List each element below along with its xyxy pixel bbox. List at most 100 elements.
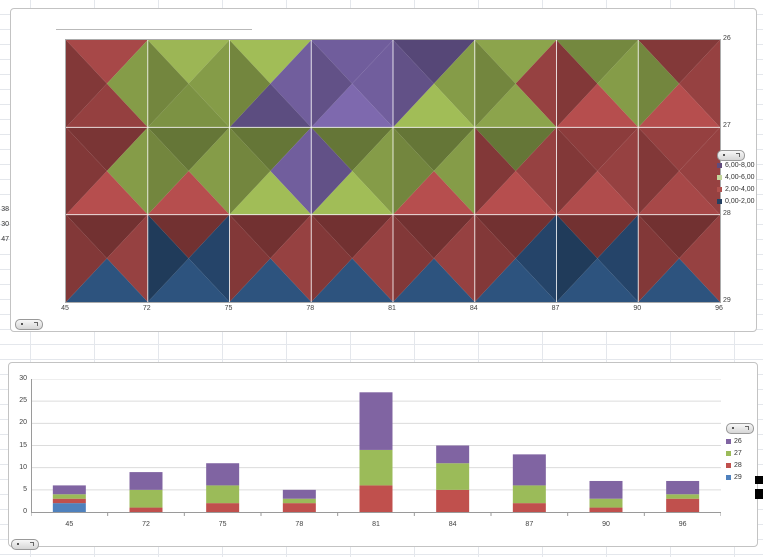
surface-facet[interactable] (229, 214, 271, 302)
stacked-bar-chart-object[interactable]: 0 5 10 15 20 25 30 45 72 75 78 81 84 87 90 96 26 27 28 29 (8, 362, 758, 550)
surface-facet[interactable] (638, 83, 720, 128)
surface-facet[interactable] (638, 40, 720, 84)
surface-facet[interactable] (66, 258, 148, 302)
bar-segment-26[interactable] (52, 485, 86, 495)
bar-segment-28[interactable] (206, 503, 240, 512)
legend-item[interactable]: 29 (726, 471, 742, 483)
surface-facet[interactable] (229, 40, 271, 128)
surface-facet[interactable] (393, 258, 475, 302)
surface-facet[interactable] (556, 127, 639, 171)
surface-facet[interactable] (433, 214, 475, 302)
surface-facet[interactable] (352, 214, 393, 302)
surface-facet[interactable] (679, 214, 720, 302)
surface-facet[interactable] (147, 214, 189, 302)
pill-control-icon[interactable] (11, 539, 39, 550)
legend-item[interactable]: 2,00-4,00 (717, 183, 755, 195)
bar-segment-28[interactable] (282, 503, 316, 512)
bar-segment-27[interactable] (436, 463, 470, 490)
surface-facet[interactable] (556, 214, 598, 302)
surface-facet[interactable] (474, 127, 557, 171)
surface-facet[interactable] (229, 127, 271, 215)
surface-facet[interactable] (270, 214, 312, 302)
bar-segment-26[interactable] (359, 392, 393, 450)
surface-facet[interactable] (229, 127, 312, 171)
surface-facet[interactable] (515, 127, 557, 215)
surface-facet[interactable] (474, 171, 557, 215)
surface-facet[interactable] (311, 40, 393, 84)
surface-facet[interactable] (393, 171, 475, 215)
surface-facet[interactable] (556, 214, 639, 259)
bar-segment-28[interactable] (666, 498, 700, 512)
surface-facet[interactable] (106, 40, 148, 128)
surface-chart-object[interactable]: 45 72 75 78 81 84 87 90 96 26 27 28 29 6,00-8,00 4,0… (10, 8, 757, 332)
surface-facet[interactable] (188, 127, 230, 215)
surface-facet[interactable] (638, 214, 680, 302)
surface-facet[interactable] (474, 40, 516, 128)
bar-segment-27[interactable] (282, 498, 316, 504)
surface-facet[interactable] (474, 214, 516, 302)
bar-segment-27[interactable] (52, 494, 86, 499)
surface-facet[interactable] (597, 214, 639, 302)
surface-facet[interactable] (393, 40, 475, 84)
surface-facet[interactable] (66, 214, 148, 259)
bar-segment-27[interactable] (589, 498, 623, 508)
surface-facet[interactable] (638, 214, 720, 259)
surface-facet[interactable] (147, 258, 230, 302)
surface-facet[interactable] (147, 171, 230, 215)
surface-facet[interactable] (474, 214, 557, 259)
surface-facet[interactable] (311, 40, 353, 128)
surface-facet[interactable] (474, 40, 557, 84)
surface-facet[interactable] (106, 127, 148, 215)
surface-facet[interactable] (66, 40, 148, 84)
surface-facet[interactable] (229, 171, 312, 215)
surface-facet[interactable] (393, 214, 475, 259)
bar-segment-26[interactable] (666, 480, 700, 495)
bar-segment-28[interactable] (52, 498, 86, 504)
surface-facet[interactable] (393, 83, 475, 128)
bar-canvas[interactable] (31, 379, 721, 520)
surface-facet[interactable] (66, 127, 107, 215)
pill-control-icon[interactable] (15, 319, 43, 330)
bar-segment-26[interactable] (436, 445, 470, 464)
surface-facet[interactable] (638, 171, 720, 215)
surface-facet[interactable] (556, 40, 598, 128)
bar-segment-26[interactable] (129, 472, 163, 490)
surface-facet[interactable] (147, 214, 230, 259)
surface-facet[interactable] (270, 127, 312, 215)
surface-facet[interactable] (393, 40, 434, 128)
bar-segment-26[interactable] (589, 480, 623, 499)
surface-facet[interactable] (147, 127, 230, 171)
surface-facet[interactable] (66, 40, 107, 128)
surface-canvas[interactable] (65, 39, 721, 303)
bar-segment-28[interactable] (436, 489, 470, 512)
bar-segment-28[interactable] (589, 507, 623, 512)
surface-legend[interactable]: 6,00-8,00 4,00-6,00 2,00-4,00 0,00-2,00 (717, 159, 755, 207)
bar-segment-28[interactable] (512, 503, 546, 512)
surface-facet[interactable] (188, 214, 230, 302)
surface-facet[interactable] (638, 127, 720, 171)
bar-segment-29[interactable] (52, 503, 86, 512)
bar-segment-26[interactable] (512, 454, 546, 486)
legend-item[interactable]: 27 (726, 447, 742, 459)
surface-facet[interactable] (66, 83, 148, 128)
pill-control-icon[interactable] (717, 150, 745, 161)
surface-facet[interactable] (66, 214, 107, 302)
surface-facet[interactable] (474, 258, 557, 302)
legend-item[interactable]: 0,00-2,00 (717, 195, 755, 207)
surface-facet[interactable] (106, 214, 148, 302)
surface-facet[interactable] (66, 171, 148, 215)
surface-facet[interactable] (311, 214, 393, 259)
surface-facet[interactable] (147, 83, 230, 128)
surface-facet[interactable] (147, 127, 189, 215)
bar-segment-27[interactable] (206, 485, 240, 504)
bar-segment-28[interactable] (129, 507, 163, 512)
surface-facet[interactable] (556, 127, 598, 215)
surface-facet[interactable] (638, 40, 680, 128)
surface-facet[interactable] (556, 258, 639, 302)
surface-facet[interactable] (474, 83, 557, 128)
legend-item[interactable]: 26 (726, 435, 742, 447)
surface-facet[interactable] (311, 83, 393, 128)
surface-facet[interactable] (311, 214, 353, 302)
surface-facet[interactable] (638, 258, 720, 302)
surface-facet[interactable] (311, 127, 353, 215)
